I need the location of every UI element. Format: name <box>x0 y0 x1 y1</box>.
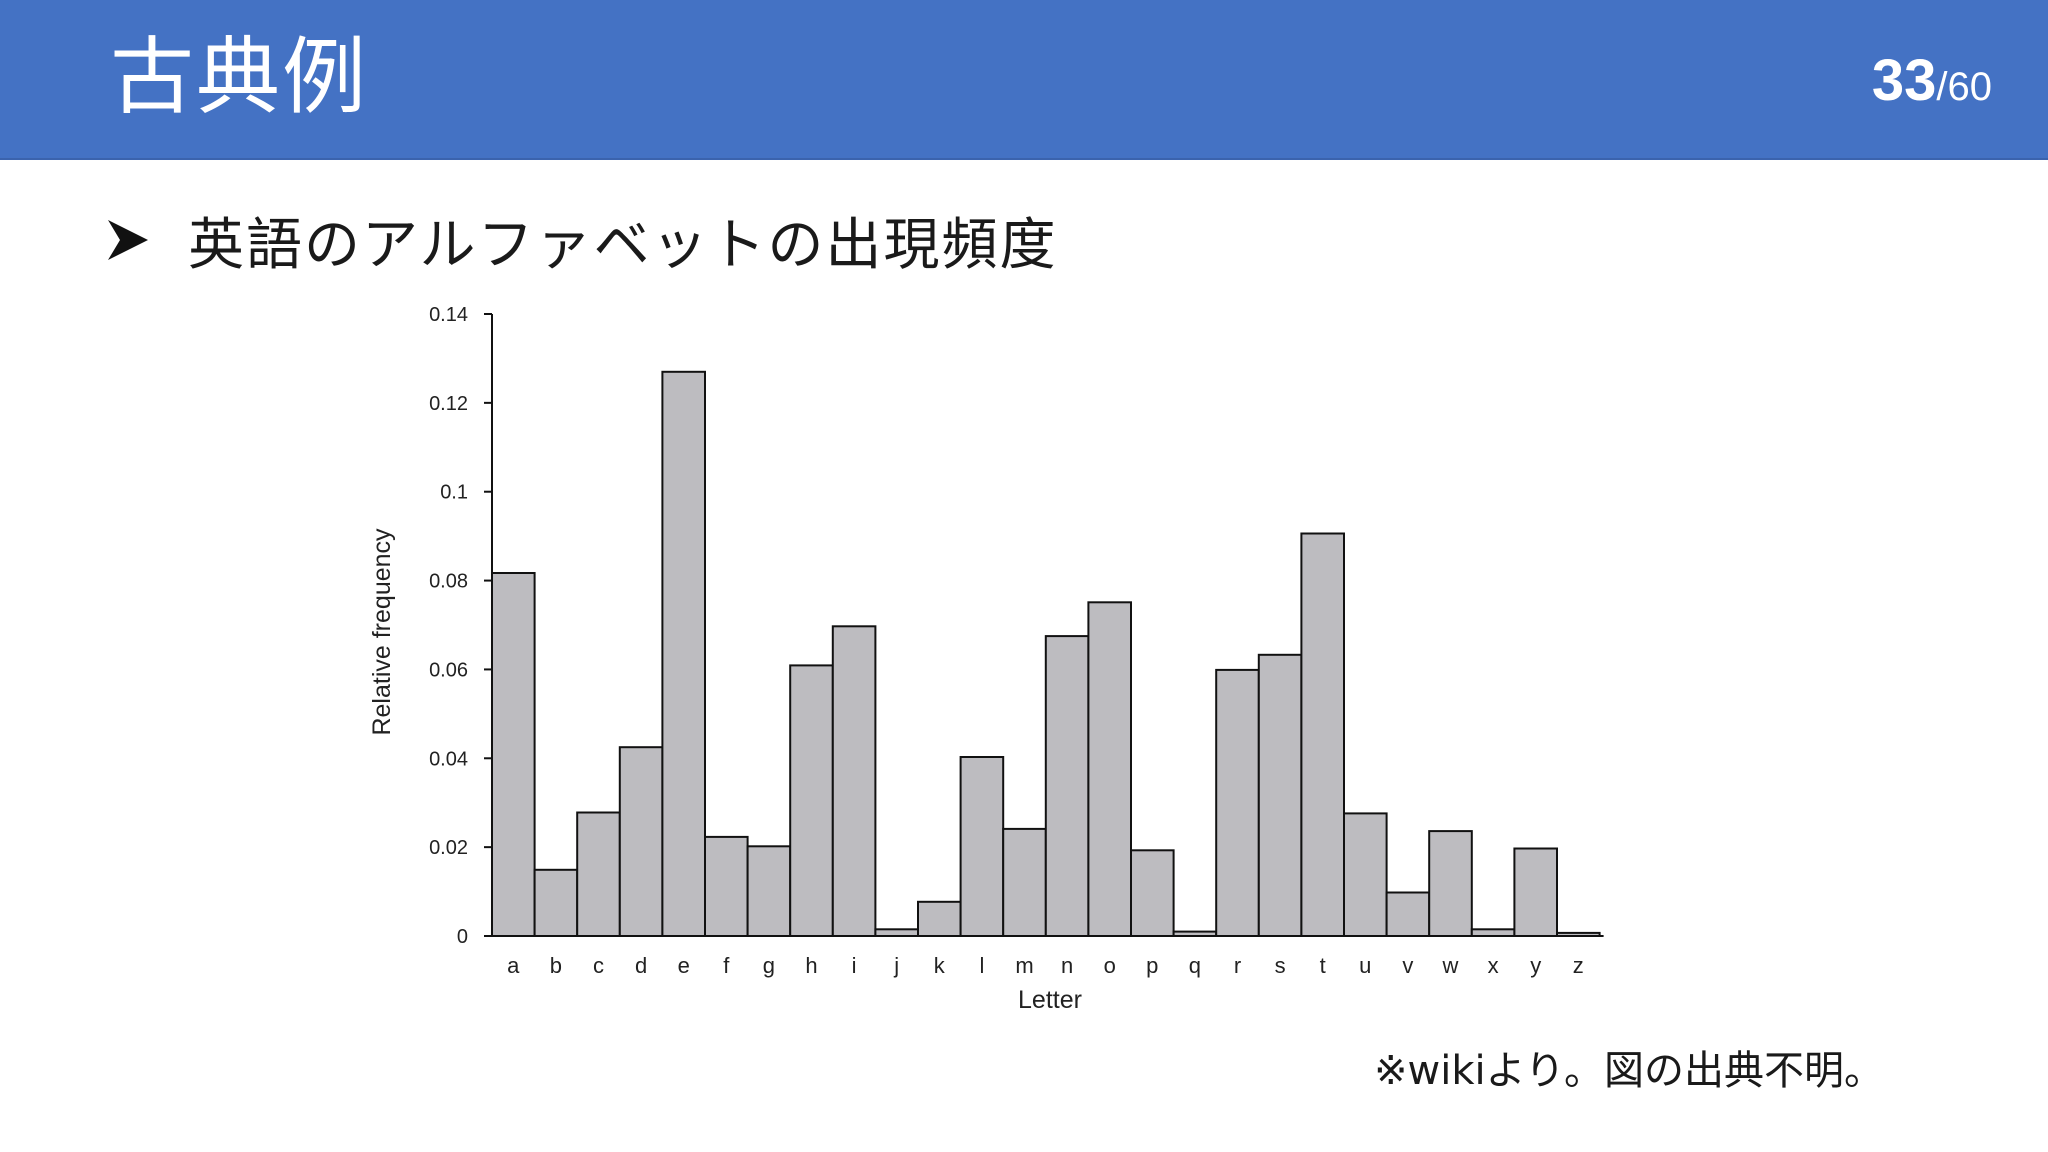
y-axis-label: Relative frequency <box>368 528 396 736</box>
x-tick-label: t <box>1320 953 1326 978</box>
x-tick-label: b <box>550 953 562 978</box>
bar-l <box>959 756 1005 937</box>
bullet-line: 英語のアルファベットの出現頻度 <box>104 200 1057 280</box>
bar-f <box>704 835 749 938</box>
x-tick-label: y <box>1530 953 1541 978</box>
bar-m <box>1002 827 1047 938</box>
bar-j <box>874 928 920 937</box>
bar-g <box>746 845 792 937</box>
x-tick-label: z <box>1573 953 1584 978</box>
x-tick-label: f <box>723 953 730 978</box>
x-tick-label: s <box>1275 953 1286 978</box>
bar-k <box>917 900 962 937</box>
x-tick-label: p <box>1146 953 1158 978</box>
x-tick-label: v <box>1402 953 1413 978</box>
x-tick-label: r <box>1234 953 1241 978</box>
bar-a <box>491 572 536 937</box>
bar-u <box>1343 812 1388 938</box>
bar-d <box>618 746 664 938</box>
x-tick-label: j <box>893 953 899 978</box>
y-tick-label: 0.08 <box>429 571 468 593</box>
y-tick-label: 0.1 <box>440 482 468 504</box>
x-axis-label: Letter <box>1018 986 1082 1014</box>
page-current: 33 <box>1871 48 1937 113</box>
x-tick-label: g <box>763 953 775 978</box>
y-tick-label: 0.06 <box>429 659 468 681</box>
bar-o <box>1087 601 1133 937</box>
bar-p <box>1130 849 1175 937</box>
source-note: ※wikiより。図の出典不明。 <box>1374 1048 1885 1094</box>
x-tick-label: o <box>1104 953 1116 978</box>
bar-x <box>1470 928 1516 937</box>
y-tick-label: 0.12 <box>429 393 468 415</box>
x-tick-label: d <box>635 953 647 978</box>
bar-v <box>1385 891 1431 937</box>
arrowhead-bullet-icon <box>108 220 148 260</box>
x-tick-label: n <box>1061 953 1073 978</box>
x-tick-label: k <box>934 953 946 978</box>
x-tick-label: a <box>507 953 520 978</box>
x-tick-label: i <box>852 953 857 978</box>
y-tick-label: 0 <box>457 926 468 948</box>
bar-s <box>1257 653 1303 937</box>
bar-b <box>533 868 579 937</box>
x-tick-label: w <box>1442 953 1459 978</box>
y-tick-label: 0.14 <box>429 304 468 326</box>
bar-c <box>576 811 621 937</box>
y-tick-label: 0.04 <box>429 748 468 770</box>
bar-i <box>831 625 877 937</box>
bar-e <box>661 370 707 937</box>
page-separator: / <box>1936 65 1948 109</box>
x-tick-label: m <box>1015 953 1033 978</box>
bullet-text: 英語のアルファベットの出現頻度 <box>188 212 1058 278</box>
x-tick-label: c <box>593 953 604 978</box>
page-total: 60 <box>1947 65 1993 109</box>
y-tick-label: 0.02 <box>429 837 468 859</box>
slide-title: 古典例 <box>110 28 369 126</box>
bar-r <box>1215 668 1260 938</box>
x-tick-label: u <box>1359 953 1371 978</box>
x-tick-label: l <box>979 953 984 978</box>
bar-n <box>1044 635 1090 937</box>
slide-header: 古典例 33/60 <box>0 0 2048 160</box>
bar-y <box>1513 847 1559 937</box>
x-tick-label: e <box>678 953 690 978</box>
bar-h <box>789 664 834 938</box>
x-tick-label: x <box>1488 953 1499 978</box>
bar-t <box>1300 532 1346 937</box>
x-tick-label: q <box>1189 953 1201 978</box>
x-tick-label: h <box>805 953 817 978</box>
page-number: 33/60 <box>1872 46 1992 131</box>
bar-w <box>1428 830 1473 937</box>
